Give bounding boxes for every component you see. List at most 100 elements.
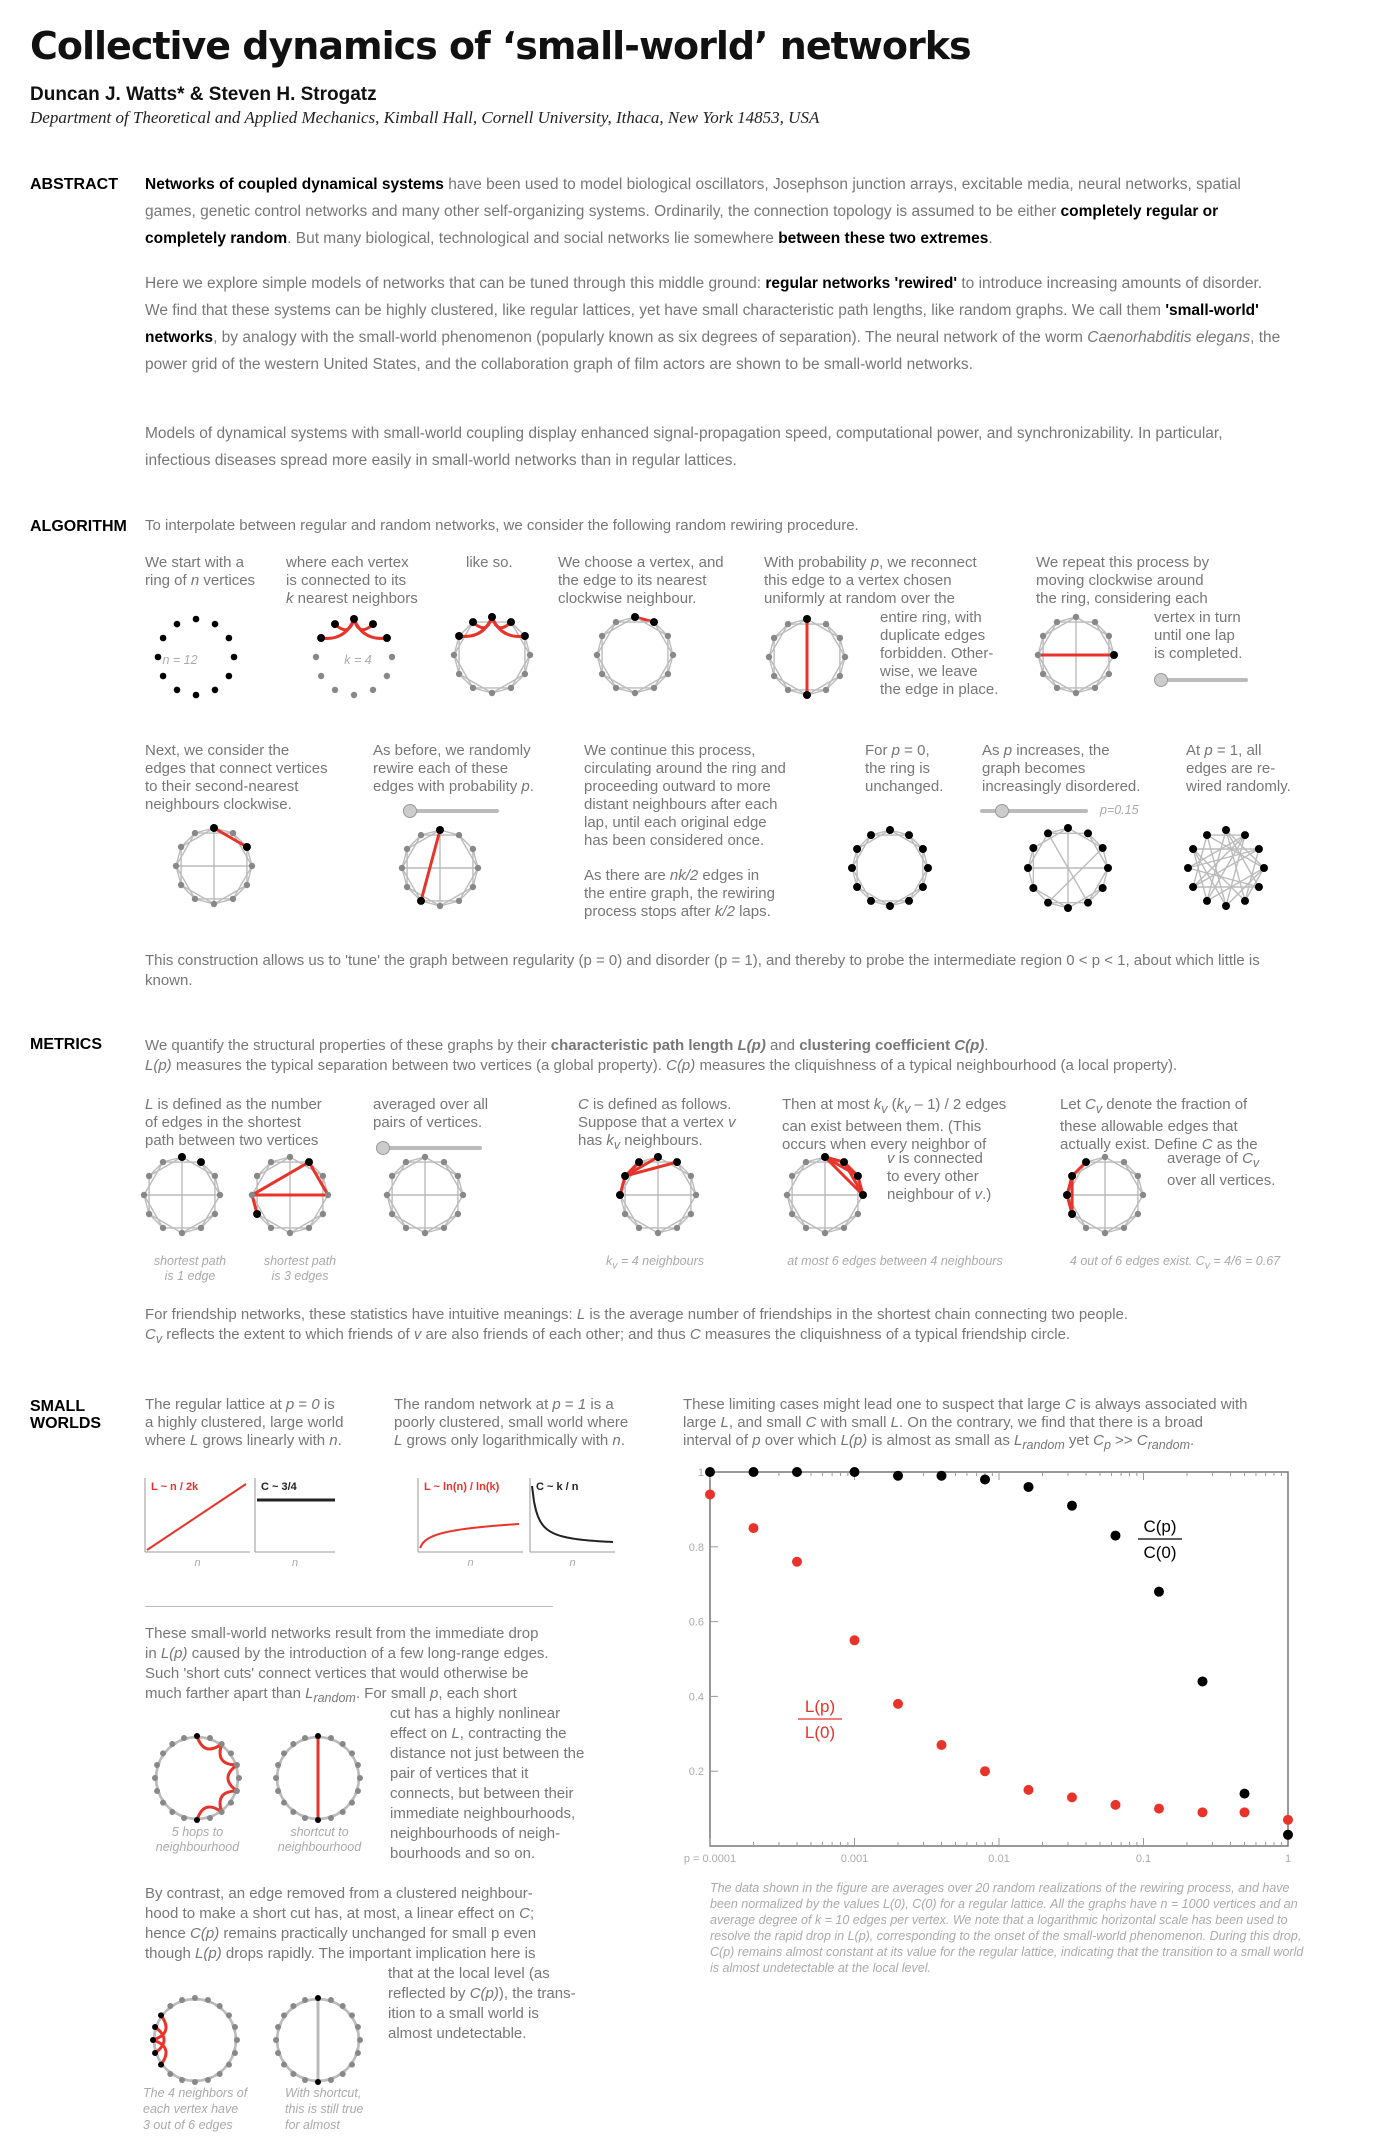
edge [773, 618, 808, 639]
vertex [167, 2003, 174, 2010]
text-run: Caenorhabditis elegans [1087, 329, 1251, 346]
arc-edge [458, 616, 494, 638]
edge [221, 1802, 232, 1813]
rewire-slider-2[interactable] [403, 804, 499, 818]
vertex [210, 900, 218, 908]
vertex [1053, 618, 1061, 626]
data-point [1066, 1500, 1077, 1511]
vertex [275, 2049, 282, 2056]
vertex [1084, 898, 1092, 907]
edge [180, 832, 196, 848]
vertex [507, 684, 515, 692]
graph-p1 [1184, 826, 1268, 910]
edge [453, 654, 460, 675]
edge [1101, 847, 1109, 869]
vertex [1098, 884, 1107, 892]
edge [160, 2064, 171, 2075]
edge [405, 1156, 426, 1163]
edge [472, 867, 479, 888]
vertex [598, 632, 606, 640]
edge [1027, 867, 1035, 889]
edge [209, 1802, 232, 1819]
text-run: . But many biological, technological and… [287, 230, 779, 247]
vertex [383, 1191, 391, 1199]
edge [1042, 616, 1077, 637]
edge [207, 1999, 221, 2007]
edge [308, 1194, 329, 1229]
text-run: regular networks 'rewired' [765, 275, 958, 292]
vertex [315, 1817, 321, 1823]
edge [424, 1213, 459, 1234]
edge [170, 2073, 196, 2083]
edge [825, 675, 841, 691]
p-slider[interactable] [980, 804, 1088, 818]
edge [843, 1161, 864, 1196]
edge [317, 2079, 332, 2083]
edge [667, 654, 674, 675]
edge [786, 1194, 807, 1229]
edge [275, 1777, 279, 1792]
edge [228, 2052, 236, 2066]
edge [1087, 833, 1109, 869]
vertex [348, 1750, 355, 1757]
data-point [892, 1698, 903, 1709]
vertex [227, 1799, 234, 1806]
algorithm-step-3: like so. [466, 554, 513, 571]
edge [657, 1156, 692, 1177]
edge [292, 1811, 306, 1819]
vertex [211, 620, 219, 628]
edge [1101, 867, 1109, 889]
edge [624, 1213, 640, 1229]
vertex [654, 1153, 662, 1161]
vertex [1110, 651, 1118, 659]
edge [156, 1790, 164, 1804]
edge [342, 2064, 353, 2075]
vertex [1203, 896, 1211, 905]
pair-slider[interactable] [376, 1141, 482, 1155]
vertex [788, 1172, 796, 1180]
vertex [1082, 1224, 1090, 1232]
edge [1192, 834, 1208, 888]
algorithm-step-12: At p = 1, all edges are re-wired randomly… [1186, 742, 1291, 795]
edge [330, 1737, 344, 1745]
graph-out-of [1063, 1153, 1147, 1237]
edge [214, 1175, 221, 1196]
vertex [339, 2003, 346, 2010]
edge [1037, 635, 1044, 656]
vertex [290, 1808, 297, 1815]
rewire-slider-1[interactable] [1154, 673, 1248, 687]
edge [230, 1790, 238, 1804]
vertex [275, 1762, 282, 1769]
edge [1225, 867, 1265, 907]
vertex [192, 1995, 198, 2001]
data-point [1153, 1803, 1164, 1814]
edge [183, 1817, 198, 1821]
vertex [331, 686, 339, 694]
edge [256, 1213, 291, 1234]
vertex [178, 1229, 186, 1237]
authors: Duncan J. Watts* & Steven H. Strogatz [30, 84, 377, 105]
edge [615, 687, 636, 694]
vertex [664, 632, 672, 640]
edge [180, 884, 215, 905]
vertex [1101, 1153, 1109, 1161]
vertex [455, 897, 463, 905]
edge [181, 1227, 202, 1234]
arc-edge [195, 1735, 223, 1751]
vertex [319, 1210, 327, 1218]
edge [653, 621, 669, 637]
vertex [354, 2024, 361, 2031]
vertex [194, 1733, 200, 1739]
vertex [177, 843, 185, 851]
caption-5-hops: 5 hops to neighbourhood [155, 1825, 240, 1854]
edge [357, 2026, 361, 2041]
edge [634, 687, 655, 694]
edge [601, 673, 617, 689]
vertex [236, 1775, 242, 1781]
edge [1075, 673, 1110, 694]
edge [1075, 616, 1110, 637]
vertex [317, 634, 326, 642]
edge [213, 827, 234, 834]
mini-plot-label: C ~ k / n [536, 1481, 579, 1493]
vertex [242, 843, 251, 851]
